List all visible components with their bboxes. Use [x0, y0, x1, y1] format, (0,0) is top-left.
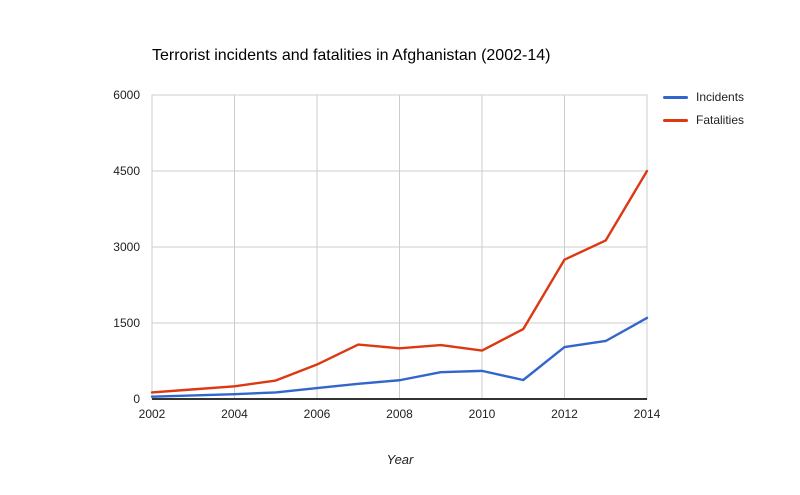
y-tick-label: 3000 [113, 240, 140, 254]
legend: Incidents Fatalities [663, 90, 744, 127]
legend-item-incidents: Incidents [663, 90, 744, 104]
fatalities-line-swatch [663, 118, 688, 122]
y-tick-label: 6000 [113, 88, 140, 102]
x-axis-title: Year [386, 452, 414, 467]
legend-label-incidents: Incidents [696, 90, 745, 104]
y-tick-label: 0 [133, 392, 140, 406]
x-tick-label: 2002 [139, 407, 166, 421]
fatalities-line [150, 169, 649, 394]
x-tick-label: 2008 [386, 407, 413, 421]
y-tick-label: 4500 [113, 164, 140, 178]
x-tick-label: 2004 [221, 407, 248, 421]
chart-title: Terrorist incidents and fatalities in Af… [152, 47, 551, 64]
legend-item-fatalities: Fatalities [663, 113, 744, 127]
legend-label-fatalities: Fatalities [696, 113, 745, 127]
y-tick-label: 1500 [113, 316, 140, 330]
x-tick-label: 2010 [469, 407, 496, 421]
x-tick-label: 2014 [634, 407, 661, 421]
incidents-line-swatch [663, 95, 688, 99]
incidents-line [150, 316, 649, 398]
x-tick-label: 2012 [551, 407, 578, 421]
x-tick-label: 2006 [304, 407, 331, 421]
